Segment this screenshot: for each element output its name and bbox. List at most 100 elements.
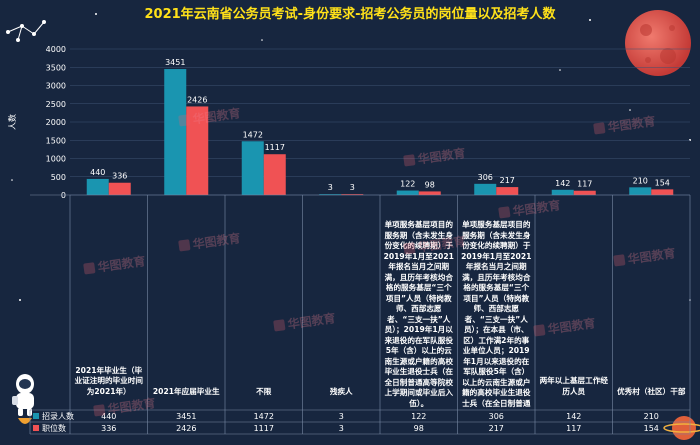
moon-icon (625, 10, 691, 76)
legend-label: 招录人数 (42, 411, 74, 421)
y-tick-label: 3500 (46, 63, 66, 72)
data-table: 2021年毕业生（毕业证注明的毕业时间为2021年） 2021年应届毕业生 不限 残疾… (29, 194, 691, 435)
svg-text:华图教育: 华图教育 (97, 253, 147, 275)
table-value: 154 (644, 424, 659, 433)
bar-series2 (186, 106, 209, 195)
table-value: 2426 (176, 424, 196, 433)
watermark-logo: 华图教育 (593, 113, 656, 135)
bar-series2 (418, 191, 441, 195)
table-value: 98 (414, 424, 424, 433)
table-value: 3 (339, 412, 344, 421)
bar-series2 (496, 187, 519, 195)
category-label: 不限 (256, 386, 272, 396)
category-label: 残疾人 (329, 386, 353, 396)
table-value: 1472 (254, 412, 274, 421)
svg-text:华图教育: 华图教育 (417, 145, 467, 167)
legend-swatch (33, 413, 39, 419)
bar-value-label: 3451 (165, 58, 185, 67)
bar-series1 (551, 189, 574, 195)
y-tick-label: 500 (51, 173, 66, 182)
y-axis-ticks: 0 500 1000 1500 2000 2500 3000 3500 4000 (46, 45, 66, 200)
y-tick-label: 1000 (46, 155, 66, 164)
bar-value-label: 1472 (243, 130, 263, 139)
table-value: 3451 (176, 412, 196, 421)
planet-icon (663, 416, 700, 440)
table-value: 3 (339, 424, 344, 433)
category-cell: 两年以上基层工作经历人员 (539, 376, 608, 396)
bar-value-label: 210 (633, 176, 648, 185)
legend-label: 职位数 (42, 423, 66, 433)
constellation-icon (6, 20, 46, 42)
bar-value-label: 122 (400, 180, 415, 189)
category-cell: 2021年应届毕业生 (152, 386, 220, 396)
table-value: 122 (411, 412, 426, 421)
bar-value-label: 98 (425, 180, 435, 189)
svg-text:华图教育: 华图教育 (192, 230, 242, 252)
bar-value-label: 3 (350, 183, 355, 192)
table-value: 217 (489, 424, 504, 433)
category-cell: 不限 (256, 386, 272, 396)
category-label: 2021年应届毕业生 (152, 386, 220, 396)
watermark-logo: 华图教育 (498, 197, 562, 219)
watermark-logo: 华图教育 (403, 145, 467, 167)
bar-series1 (164, 69, 187, 195)
bar-series2 (573, 190, 596, 195)
bar-value-label: 154 (655, 178, 670, 187)
category-cell: 单项服务基层项目的服务期（含未发生身份变化的续聘期）于2019年1月至2021年… (461, 220, 532, 408)
chart-title: 2021年云南省公务员考试-身份要求-招考公务员的岗位量以及招考人数 (145, 6, 557, 22)
bar-series1 (86, 178, 109, 195)
category-label: 单项服务基层项目的服务期（含未发生身份变化的续聘期）于2019年1月至2021年… (461, 220, 532, 408)
svg-text:华图教育: 华图教育 (547, 315, 597, 337)
svg-text:华图教育: 华图教育 (107, 395, 157, 417)
bar-series1 (241, 141, 264, 195)
watermark-logo: 华图教育 (273, 310, 337, 332)
watermark-logo: 华图教育 (178, 230, 242, 252)
bar-value-label: 217 (500, 176, 515, 185)
bar-series2 (341, 194, 364, 195)
y-tick-label: 3000 (46, 82, 66, 91)
watermark-logo: 华图教育 (533, 315, 597, 337)
category-cell: 单项服务基层项目的服务期（含未发生身份变化的续聘期）于2019年1月至2021年… (383, 220, 454, 408)
table-value: 336 (101, 424, 116, 433)
svg-text:华图教育: 华图教育 (512, 197, 562, 219)
svg-text:华图教育: 华图教育 (287, 310, 337, 332)
y-tick-label: 1500 (46, 136, 66, 145)
bar-value-label: 440 (90, 168, 105, 177)
table-value: 440 (101, 412, 116, 421)
bar-value-label: 142 (555, 179, 570, 188)
bar-series2 (108, 182, 131, 195)
bar-value-label: 1117 (265, 143, 285, 152)
bar-series1 (474, 183, 497, 195)
astronaut-icon (12, 374, 34, 424)
svg-text:华图教育: 华图教育 (192, 105, 242, 127)
watermark-logo: 华图教育 (613, 245, 676, 267)
category-cell: 2021年毕业生（毕业证注明的毕业时间为2021年） (74, 365, 143, 396)
watermark-logo: 华图教育 (403, 233, 466, 255)
bar-series2 (263, 154, 286, 195)
table-value: 117 (566, 424, 581, 433)
bar-value-labels: 440 3451 1472 3 122 306 142 210 336 2426 1117 3 98 21… (90, 58, 670, 192)
bars (86, 69, 674, 195)
bar-series2 (651, 189, 674, 195)
gridlines (70, 48, 690, 196)
category-label: 两年以上基层工作经历人员 (539, 376, 608, 396)
category-cell: 残疾人 (329, 386, 353, 396)
y-tick-label: 0 (61, 191, 66, 200)
category-label: 优秀村（社区）干部 (617, 386, 686, 396)
watermark-logo: 华图教育 (93, 395, 157, 417)
table-value: 142 (566, 412, 581, 421)
bar-series1 (319, 194, 342, 195)
category-cell: 优秀村（社区）干部 (617, 386, 686, 396)
bar-value-label: 117 (577, 180, 592, 189)
category-label: 2021年毕业生（毕业证注明的毕业时间为2021年） (74, 365, 143, 396)
table-value: 306 (489, 412, 504, 421)
watermark-logo: 华图教育 (178, 105, 242, 127)
bar-value-label: 3 (328, 183, 333, 192)
y-tick-label: 4000 (46, 45, 66, 54)
legend-swatch (33, 425, 39, 431)
category-label: 单项服务基层项目的服务期（含未发生身份变化的续聘期）于2019年1月至2021年… (383, 220, 454, 408)
bar-value-label: 306 (478, 173, 493, 182)
bar-series1 (396, 190, 419, 195)
